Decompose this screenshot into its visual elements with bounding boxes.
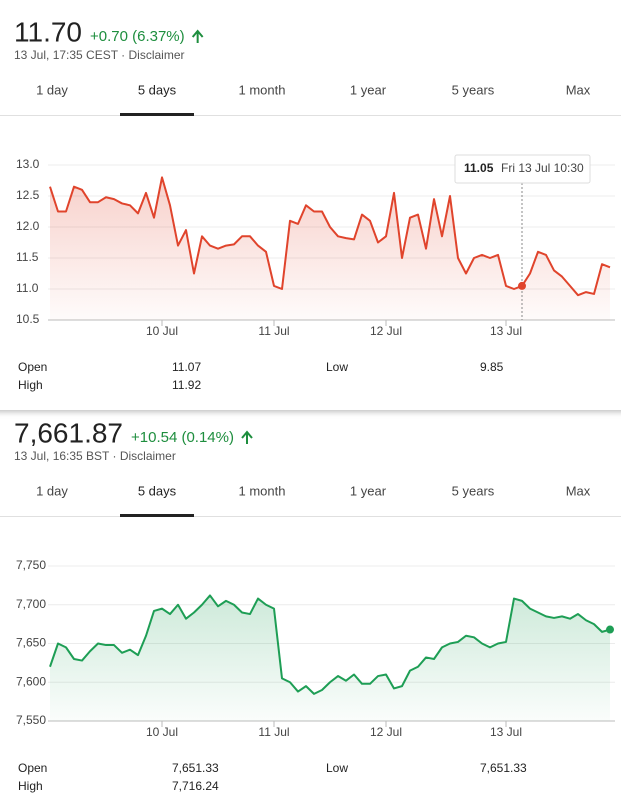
y-tick-label: 13.0 (16, 157, 40, 171)
tooltip-box (454, 154, 591, 184)
stat-label: Low (326, 360, 348, 374)
y-tick-label: 7,550 (16, 713, 46, 727)
stat-label: High (18, 378, 43, 392)
x-tick-label: 13 Jul (490, 725, 522, 739)
y-tick-label: 7,650 (16, 636, 46, 650)
range-tab[interactable]: Max (566, 82, 591, 97)
price-change: +10.54 (0.14%) (131, 429, 234, 446)
y-tick-label: 11.0 (16, 281, 39, 295)
x-tick-label: 10 Jul (146, 725, 178, 739)
y-tick-label: 7,750 (16, 558, 46, 572)
stat-value: 11.07 (172, 360, 201, 374)
area (50, 595, 610, 721)
x-tick-label: 10 Jul (146, 324, 178, 338)
timestamp: 13 Jul, 17:35 CEST · Disclaimer (14, 48, 185, 62)
price: 11.70 (14, 16, 82, 47)
stat-value: 7,651.33 (172, 761, 219, 775)
up-arrow (241, 430, 253, 444)
widget-upper: 11.70 +0.70 (6.37%) 13 Jul, 17:35 CEST · D… (0, 16, 621, 392)
highlight-point (518, 281, 526, 290)
x-tick-label: 12 Jul (370, 725, 402, 739)
y-tick-label: 7,600 (16, 674, 46, 688)
tooltip-time: Fri 13 Jul 10:30 (501, 161, 584, 175)
y-tick-label: 7,700 (16, 597, 46, 611)
widget-lower: 7,661.87 +10.54 (0.14%) 13 Jul, 16:35 BST … (0, 417, 621, 793)
range-tab[interactable]: 1 month (239, 483, 286, 498)
range-tab[interactable]: 1 day (36, 483, 68, 498)
up-arrow (191, 29, 204, 43)
stat-value: 9.85 (480, 360, 504, 374)
area (50, 177, 610, 320)
range-tab[interactable]: 1 year (350, 483, 387, 498)
range-tab[interactable]: 5 days (138, 82, 177, 97)
range-tab[interactable]: 5 years (452, 82, 495, 97)
x-tick-label: 11 Jul (258, 725, 289, 739)
x-tick-label: 11 Jul (258, 324, 289, 338)
tab-underline (120, 514, 194, 517)
stat-label: Open (18, 360, 47, 374)
price: 7,661.87 (14, 417, 123, 448)
stat-label: High (18, 779, 43, 793)
range-tab[interactable]: 1 day (36, 82, 68, 97)
stat-value: 11.92 (172, 378, 201, 392)
y-tick-label: 11.5 (16, 250, 39, 264)
price-line (49, 176, 611, 297)
y-tick-label: 10.5 (16, 312, 40, 326)
stat-value: 7,651.33 (480, 761, 527, 775)
stat-label: Open (18, 761, 47, 775)
tooltip-value: 11.05 (464, 161, 494, 175)
timestamp: 13 Jul, 16:35 BST · Disclaimer (14, 449, 176, 463)
range-tab[interactable]: Max (566, 483, 591, 498)
range-tab[interactable]: 1 year (350, 82, 387, 97)
range-tab[interactable]: 5 years (452, 483, 495, 498)
price-line (49, 594, 611, 695)
price-change: +0.70 (6.37%) (90, 28, 185, 45)
range-tab[interactable]: 1 month (239, 82, 286, 97)
y-tick-label: 12.0 (16, 219, 40, 233)
stat-value: 7,716.24 (172, 779, 219, 793)
x-tick-label: 12 Jul (370, 324, 402, 338)
x-tick-label: 13 Jul (490, 324, 522, 338)
highlight-point (606, 625, 614, 634)
range-tab[interactable]: 5 days (138, 483, 177, 498)
y-tick-label: 12.5 (16, 188, 40, 202)
tab-underline (120, 113, 194, 116)
stat-label: Low (326, 761, 348, 775)
